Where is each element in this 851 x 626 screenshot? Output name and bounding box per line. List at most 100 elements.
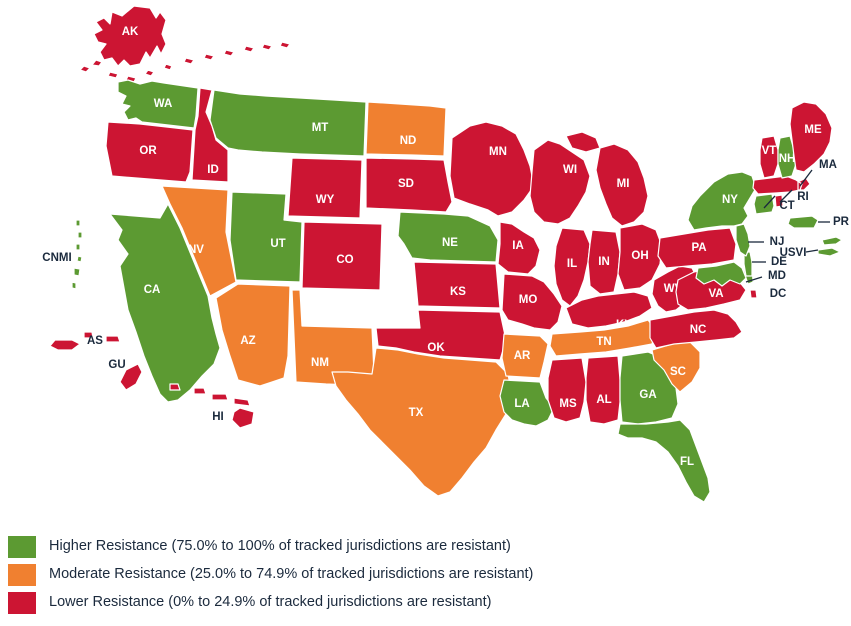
state-shape-ME[interactable] [789,101,833,173]
territory-USVI[interactable]: USVI [780,236,843,259]
state-shape-KS[interactable] [413,261,501,309]
state-shape-DC[interactable] [749,289,758,299]
state-MT[interactable]: MT [209,89,367,157]
state-shape-DE[interactable] [743,251,753,277]
state-shape-RI[interactable] [774,194,784,208]
state-shape-OH[interactable] [617,223,663,291]
territory-shape-GU[interactable] [119,363,143,391]
state-shape-NC[interactable] [649,309,743,349]
state-UT[interactable]: UT [229,191,303,283]
state-shape-OR[interactable] [105,121,194,183]
state-shape-CA[interactable] [109,203,221,403]
state-IN[interactable]: IN [587,229,621,295]
territory-shape-AS[interactable] [49,331,121,351]
state-shape-OK[interactable] [375,309,507,361]
state-NH[interactable]: NH [777,135,797,179]
state-shape-WY[interactable] [287,157,363,219]
legend-item-lower[interactable]: Lower Resistance (0% to 24.9% of tracked… [0,589,851,616]
territory-HI[interactable]: HI [169,383,255,429]
state-shape-PA[interactable] [657,227,737,269]
state-NJ[interactable] [735,223,751,257]
state-shape-IA[interactable] [497,221,541,275]
state-shape-AK[interactable] [93,5,167,67]
state-shape-FL[interactable] [617,419,711,503]
state-shape-VT[interactable] [759,135,779,179]
legend-item-moderate[interactable]: Moderate Resistance (25.0% to 74.9% of t… [0,561,851,588]
state-ME[interactable]: ME [789,101,833,173]
state-shape-MT[interactable] [209,89,367,157]
state-shape-IN[interactable] [587,229,621,295]
state-shape-SD[interactable] [365,157,453,213]
state-NV[interactable]: NV [161,185,237,297]
state-ID[interactable]: ID [191,87,229,183]
state-shape-CO[interactable] [301,221,383,291]
state-shape-MN[interactable] [449,121,535,217]
state-MN[interactable]: MN [449,121,535,217]
state-shape-KY[interactable] [565,291,653,329]
state-FL[interactable]: FL [617,419,711,503]
state-CO[interactable]: CO [301,221,383,291]
state-MS[interactable]: MS [547,357,587,423]
state-shape-NJ[interactable] [735,223,751,257]
state-MA[interactable] [752,175,811,195]
state-AR[interactable]: AR [501,333,549,379]
state-RI[interactable] [774,194,784,208]
territory-shape-PR[interactable] [787,215,819,229]
state-shape-LA[interactable] [499,379,555,427]
state-shape-WI[interactable] [529,139,591,225]
state-OH[interactable]: OH [617,223,663,291]
state-shape-CT[interactable] [753,193,775,215]
state-shape-TN[interactable] [549,319,657,357]
state-OK[interactable]: OK [375,309,507,361]
state-NE[interactable]: NE [397,211,499,263]
state-shape-NH[interactable] [777,135,797,179]
state-shape-AZ[interactable] [215,283,291,387]
state-IA[interactable]: IA [497,221,541,275]
state-WA[interactable]: WA [117,79,199,129]
state-shape-AL[interactable] [585,355,621,425]
state-NC[interactable]: NC [649,309,743,349]
state-SD[interactable]: SD [365,157,453,213]
state-VT[interactable]: VT [759,135,779,179]
state-MO[interactable]: MO [501,273,563,331]
state-shape-MS[interactable] [547,357,587,423]
state-shape-NV[interactable] [161,185,237,297]
territory-shape-CNMI[interactable] [71,219,83,290]
territory-GU[interactable]: GU [108,359,143,391]
state-PA[interactable]: PA [657,227,737,269]
state-AK[interactable]: AK [79,5,291,83]
territory-PR[interactable]: PR [787,215,850,229]
state-KS[interactable]: KS [413,261,501,309]
state-LA[interactable]: LA [499,379,555,427]
state-shape-TX[interactable] [331,347,513,497]
state-shape-WA[interactable] [117,79,199,129]
state-IL[interactable]: IL [553,227,591,307]
territory-shape-USVI[interactable] [817,236,843,257]
state-TX[interactable]: TX [331,347,513,497]
state-ND[interactable]: ND [365,101,447,157]
territory-CNMI[interactable]: CNMI [42,219,83,290]
state-WI[interactable]: WI [529,139,591,225]
state-CT[interactable] [753,193,775,215]
state-shape-MI[interactable] [565,131,649,227]
state-shape-MA[interactable] [752,175,811,195]
state-shape-ND[interactable] [365,101,447,157]
state-DE[interactable] [743,251,753,277]
territory-shape-HI[interactable] [169,383,255,429]
state-TN[interactable]: TN [549,319,657,357]
state-AZ[interactable]: AZ [215,283,291,387]
state-shape-UT[interactable] [229,191,303,283]
state-shape-NY[interactable] [687,171,757,231]
state-OR[interactable]: OR [105,121,194,183]
state-WY[interactable]: WY [287,157,363,219]
state-shape-ID[interactable] [191,87,229,183]
state-MI[interactable]: MI [565,131,649,227]
territory-AS[interactable]: AS [49,331,121,351]
legend-item-higher[interactable]: Higher Resistance (75.0% to 100% of trac… [0,533,851,560]
state-CA[interactable]: CA [109,203,221,403]
state-shape-AR[interactable] [501,333,549,379]
state-shape-MO[interactable] [501,273,563,331]
state-shape-NE[interactable] [397,211,499,263]
state-DC[interactable] [749,289,758,299]
state-shape-IL[interactable] [553,227,591,307]
